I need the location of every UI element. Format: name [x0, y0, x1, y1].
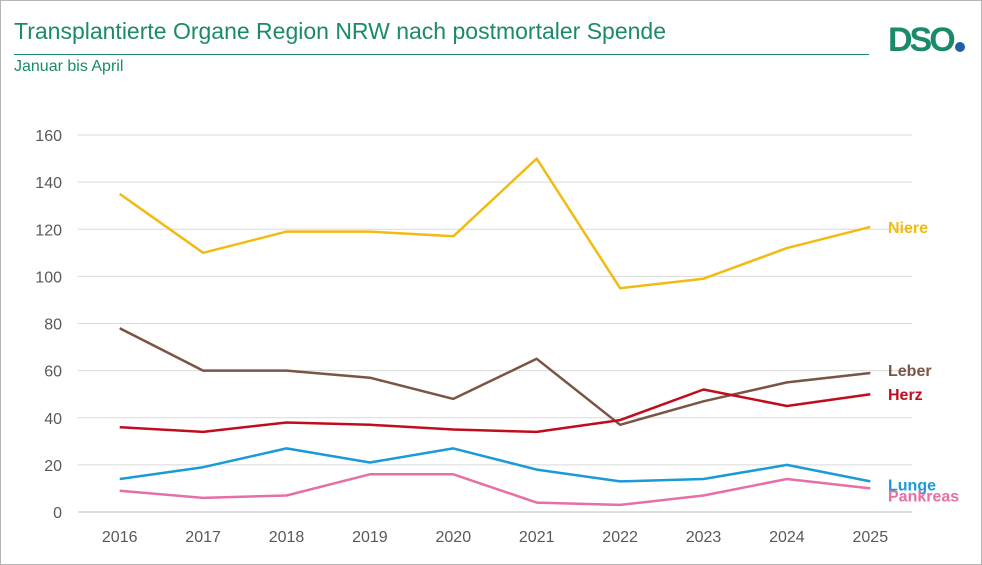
chart-subtitle: Januar bis April	[14, 58, 124, 75]
series-line-pankreas	[119, 473, 871, 507]
dso-logo: DSO	[888, 21, 965, 59]
y-tick-label: 80	[44, 317, 62, 334]
y-tick-label: 100	[35, 269, 62, 286]
x-tick-label: 2016	[102, 529, 138, 546]
y-tick-label: 160	[35, 128, 62, 145]
x-tick-label: 2022	[602, 529, 638, 546]
y-axis-ticks: 0 20 40 60 80 100 120 140 160	[35, 128, 62, 522]
series-line-lunge	[119, 447, 871, 483]
x-tick-label: 2020	[436, 529, 472, 546]
series-lines	[118, 157, 871, 507]
grid-lines	[78, 134, 912, 513]
series-label-pankreas: Pankreas	[888, 488, 959, 505]
x-tick-label: 2024	[769, 529, 805, 546]
dso-logo-dot	[955, 42, 965, 52]
series-label-niere: Niere	[888, 220, 928, 237]
series-line-leber	[119, 327, 871, 427]
y-tick-label: 60	[44, 364, 62, 381]
y-tick-label: 140	[35, 175, 62, 192]
x-tick-label: 2019	[352, 529, 388, 546]
x-tick-label: 2023	[686, 529, 722, 546]
y-tick-label: 40	[44, 411, 62, 428]
dso-logo-text: DSO	[888, 21, 955, 59]
x-tick-label: 2021	[519, 529, 555, 546]
series-label-leber: Leber	[888, 363, 932, 380]
series-label-herz: Herz	[888, 387, 923, 404]
chart-title: Transplantierte Organe Region NRW nach p…	[14, 18, 667, 44]
x-axis-ticks: 2016 2017 2018 2019 2020 2021 2022 2023 2024 2025	[102, 529, 888, 546]
series-label-lunge: Lunge	[888, 477, 936, 494]
series-line-herz	[119, 388, 871, 434]
y-tick-label: 120	[35, 222, 62, 239]
series-line-niere	[118, 157, 871, 290]
y-tick-label: 20	[44, 458, 62, 475]
y-tick-label: 0	[53, 505, 62, 522]
x-tick-label: 2018	[269, 529, 305, 546]
title-divider	[14, 54, 869, 55]
x-tick-label: 2017	[185, 529, 221, 546]
x-tick-label: 2025	[853, 529, 889, 546]
